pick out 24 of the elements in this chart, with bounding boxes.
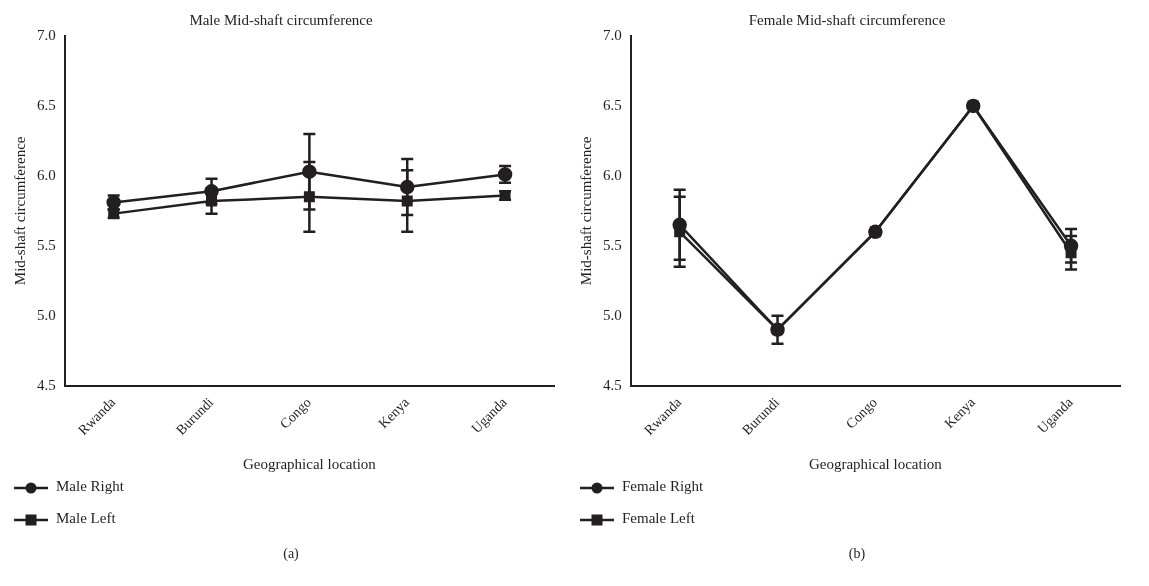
y-tick-label: 7.0 [603, 26, 622, 43]
y-tick-label: 6.5 [603, 96, 622, 113]
legend-label: Male Right [56, 478, 124, 494]
y-tick-label: 7.0 [37, 26, 56, 43]
x-axis-title: Geographical location [242, 455, 377, 472]
chart-title: Female Mid-shaft circumference [748, 11, 946, 28]
y-tick-label: 5.5 [603, 236, 622, 253]
y-tick-label: 4.5 [603, 376, 622, 393]
y-tick-label: 5.0 [37, 306, 56, 323]
y-tick-label: 6.0 [37, 166, 56, 183]
x-axis-title: Geographical location [808, 455, 943, 472]
y-tick-label: 6.5 [37, 96, 56, 113]
y-axis-title: Mid-shaft circumference [577, 136, 594, 286]
y-tick-label: 4.5 [37, 376, 56, 393]
y-tick-label: 5.0 [603, 306, 622, 323]
text: (b) [847, 546, 867, 562]
chart-title: Male Mid-shaft circumference [189, 11, 373, 28]
y-axis-title: Mid-shaft circumference [11, 136, 28, 286]
y-tick-label: 6.0 [603, 166, 622, 183]
text: (a) [282, 546, 300, 562]
legend-label: Male Left [56, 510, 116, 526]
y-tick-label: 5.5 [37, 236, 56, 253]
legend-label: Female Right [622, 478, 704, 494]
legend-label: Female Left [622, 510, 695, 526]
